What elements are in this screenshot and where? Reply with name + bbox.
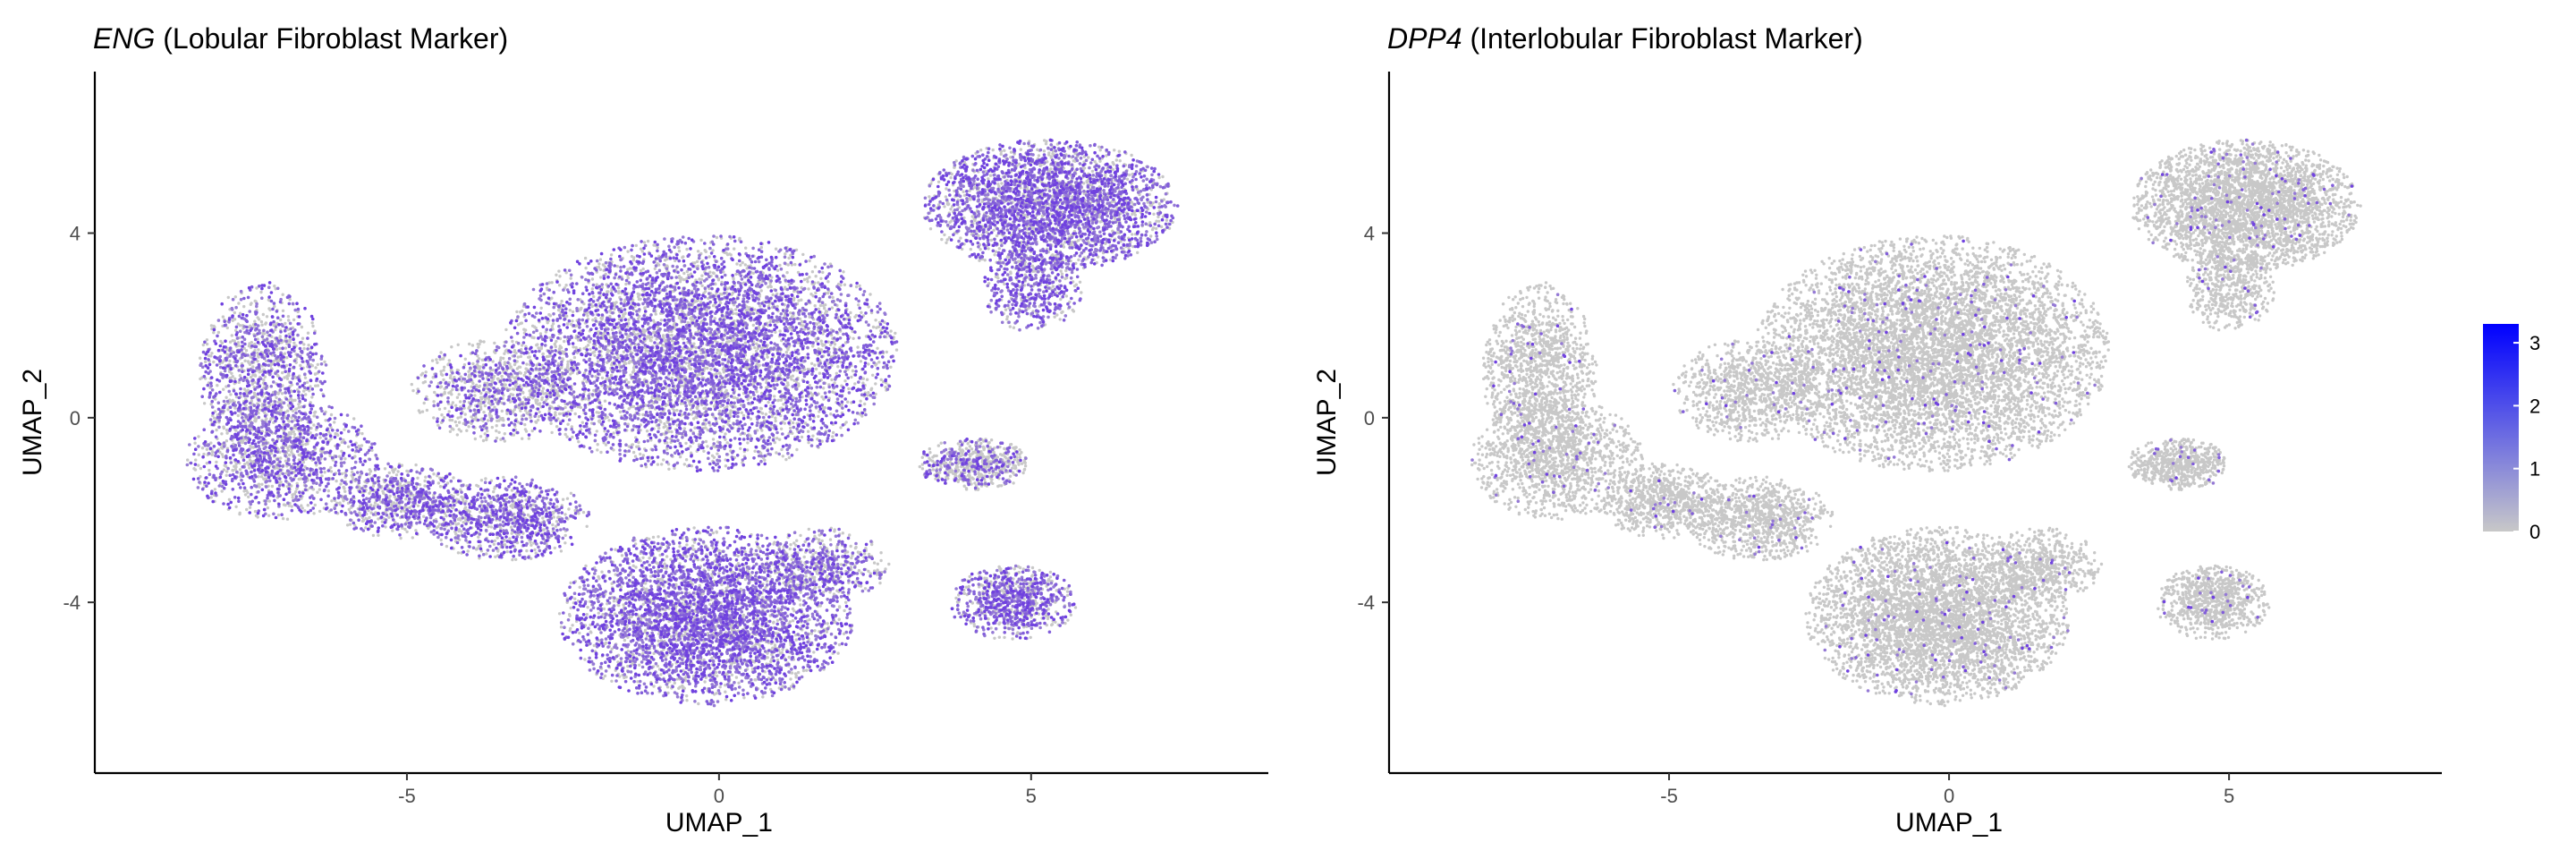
panel-title: DPP4 (Interlobular Fibroblast Marker) (1387, 22, 1863, 55)
x-tick-label: 5 (2224, 785, 2234, 807)
y-axis-label: UMAP_2 (18, 369, 47, 476)
x-axis-label: UMAP_1 (665, 808, 773, 838)
high-expression-points (1492, 150, 2354, 693)
legend-ticks: 3 2 1 0 (2513, 332, 2540, 543)
high-expression-points (1470, 142, 2351, 696)
x-tick-label: -5 (398, 785, 416, 807)
x-tick-label: 5 (1026, 785, 1037, 807)
y-tick-label: 0 (1364, 407, 1375, 430)
title-gene: ENG (93, 22, 155, 55)
eng-umap-panel: ENG (Lobular Fibroblast Marker) -5 0 5 -4 0 4… (18, 22, 1268, 838)
title-description: (Lobular Fibroblast Marker) (155, 22, 508, 55)
x-tick-label: 0 (714, 785, 724, 807)
expression-color-legend: 3 2 1 0 (2483, 324, 2540, 543)
x-axis-label: UMAP_1 (1895, 808, 2003, 838)
dpp4-umap-panel: DPP4 (Interlobular Fibroblast Marker) -5… (1312, 22, 2442, 838)
title-description: (Interlobular Fibroblast Marker) (1462, 22, 1863, 55)
y-axis-label: UMAP_2 (1312, 369, 1342, 476)
legend-color-bar (2483, 324, 2519, 532)
legend-tick-label: 0 (2529, 521, 2540, 543)
high-expression-points (191, 138, 1169, 704)
y-tick-label: 0 (70, 407, 80, 430)
dpp4-scatter-points (1470, 138, 2362, 708)
panel-title: ENG (Lobular Fibroblast Marker) (93, 22, 508, 55)
x-tick-label: 0 (1944, 785, 1954, 807)
eng-axes: -5 0 5 -4 0 4 (63, 72, 1268, 807)
legend-tick-label: 2 (2529, 395, 2540, 417)
low-expression-points (1470, 138, 2362, 708)
x-tick-label: -5 (1660, 785, 1678, 807)
legend-tick-label: 3 (2529, 332, 2540, 354)
dpp4-axes: -5 0 5 -4 0 4 (1357, 72, 2442, 807)
legend-tick-label: 1 (2529, 458, 2540, 481)
title-gene: DPP4 (1387, 22, 1462, 55)
y-tick-label: -4 (1357, 591, 1375, 614)
high-expression-points (1499, 138, 2334, 680)
y-tick-label: -4 (63, 591, 80, 614)
y-tick-label: 4 (1364, 223, 1375, 245)
y-tick-label: 4 (70, 223, 80, 245)
eng-scatter-points (185, 138, 1180, 708)
